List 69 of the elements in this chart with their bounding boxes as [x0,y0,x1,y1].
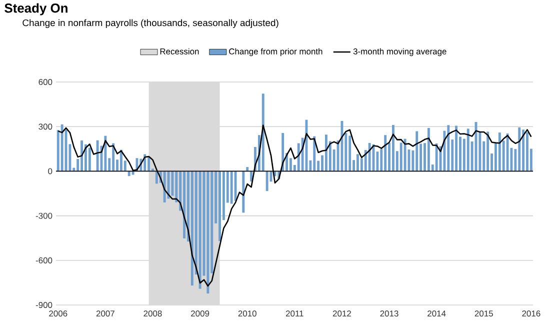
y-tick-label: 300 [38,124,52,130]
bar [242,171,245,213]
legend-label: Recession [160,48,199,54]
bar [466,128,470,172]
bar [206,171,210,294]
bar [506,133,509,172]
x-tick-label: 2007 [96,310,114,317]
bar [356,154,359,172]
y-tick-label: -600 [36,257,52,264]
x-tick-label: 2015 [474,310,493,317]
bar [198,171,202,289]
y-tick-label: -900 [36,302,52,308]
bar [104,136,107,172]
bar [80,140,84,172]
bar [190,171,194,286]
x-tick-label: 2006 [49,310,68,317]
legend-label: 3-month moving average [353,48,446,56]
y-tick-label: 0 [48,168,52,174]
bar [526,132,528,172]
y-tick-label: -300 [36,212,52,219]
bar [368,142,371,172]
bar [262,94,264,172]
y-tick-label: 600 [38,79,52,86]
bar [112,143,115,172]
x-tick-label: 2016 [522,310,540,317]
bar [498,132,501,172]
bar [60,124,64,172]
chart-title: Steady On [4,3,68,16]
bar [313,136,316,172]
bar [128,171,130,176]
bar [234,171,237,201]
line-series [57,124,532,287]
x-tick-label: 2014 [428,310,446,317]
bar [230,171,233,204]
bar [522,130,525,172]
x-tick-label: 2011 [286,310,304,317]
bar [455,126,458,172]
legend-label: Change from prior month [229,48,322,56]
chart-subtitle: Change in nonfarm payrolls (thousands, seasonally adjusted) [22,19,278,28]
bar [416,131,418,172]
bar [340,120,344,172]
bar [266,171,268,191]
bar [384,135,387,172]
bar [250,171,253,182]
x-tick-label: 2009 [191,310,210,317]
x-tick-label: 2010 [238,310,256,317]
bar [324,134,328,172]
bar [486,132,490,172]
x-tick-label: 2008 [144,310,162,317]
bar [183,171,186,238]
bar [148,156,150,172]
bar [518,127,521,172]
bar [435,143,438,172]
bar [163,171,166,202]
bar [155,171,158,184]
x-tick-label: 2013 [380,310,398,317]
bar [246,167,249,172]
bar [218,171,221,242]
bar [427,128,430,172]
bar [96,140,99,172]
bar [400,142,402,172]
x-tick-label: 2012 [332,310,351,317]
bar [348,136,352,172]
bar [447,125,450,172]
bar [392,124,394,172]
bar [404,138,406,172]
bar [88,148,91,172]
bar [84,144,87,172]
bar [132,171,134,175]
